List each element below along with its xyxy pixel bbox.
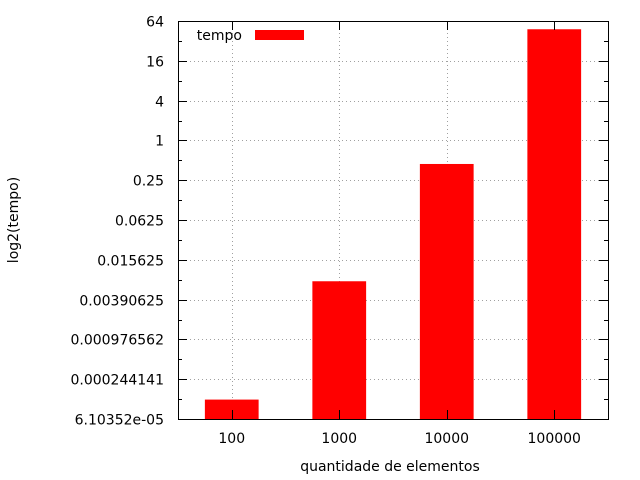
y-tick-label: 0.00390625 [79,294,164,310]
y-tick-label: 64 [146,15,164,31]
y-tick-label: 0.015625 [97,254,164,270]
bar [527,29,582,419]
bar [312,281,367,419]
legend: tempo [197,28,304,44]
x-tick-label: 100000 [528,431,581,447]
axis-ticks [178,21,608,420]
x-tick-label: 10000 [424,431,469,447]
y-tick-label: 0.25 [133,174,164,190]
bars [204,29,582,419]
x-tick-label: 100 [218,431,245,447]
legend-label: tempo [197,28,242,44]
x-tick-label: 1000 [321,431,357,447]
y-axis-label: log2(tempo) [6,177,22,263]
bar [204,399,259,419]
y-tick-label: 0.000976562 [70,333,164,349]
y-tick-label: 16 [146,55,164,71]
y-tick-label: 0.0625 [115,214,164,230]
x-tick-labels: 100 1000 10000 100000 [218,431,581,447]
bar [419,163,474,419]
y-tick-label: 4 [155,95,164,111]
legend-swatch [255,30,304,40]
y-tick-labels: 6.10352e-05 0.000244141 0.000976562 0.00390… [70,15,164,429]
y-tick-label: 0.000244141 [70,373,164,389]
y-tick-label: 6.10352e-05 [75,413,164,429]
x-axis-label: quantidade de elementos [300,459,480,475]
y-tick-label: 1 [155,134,164,150]
